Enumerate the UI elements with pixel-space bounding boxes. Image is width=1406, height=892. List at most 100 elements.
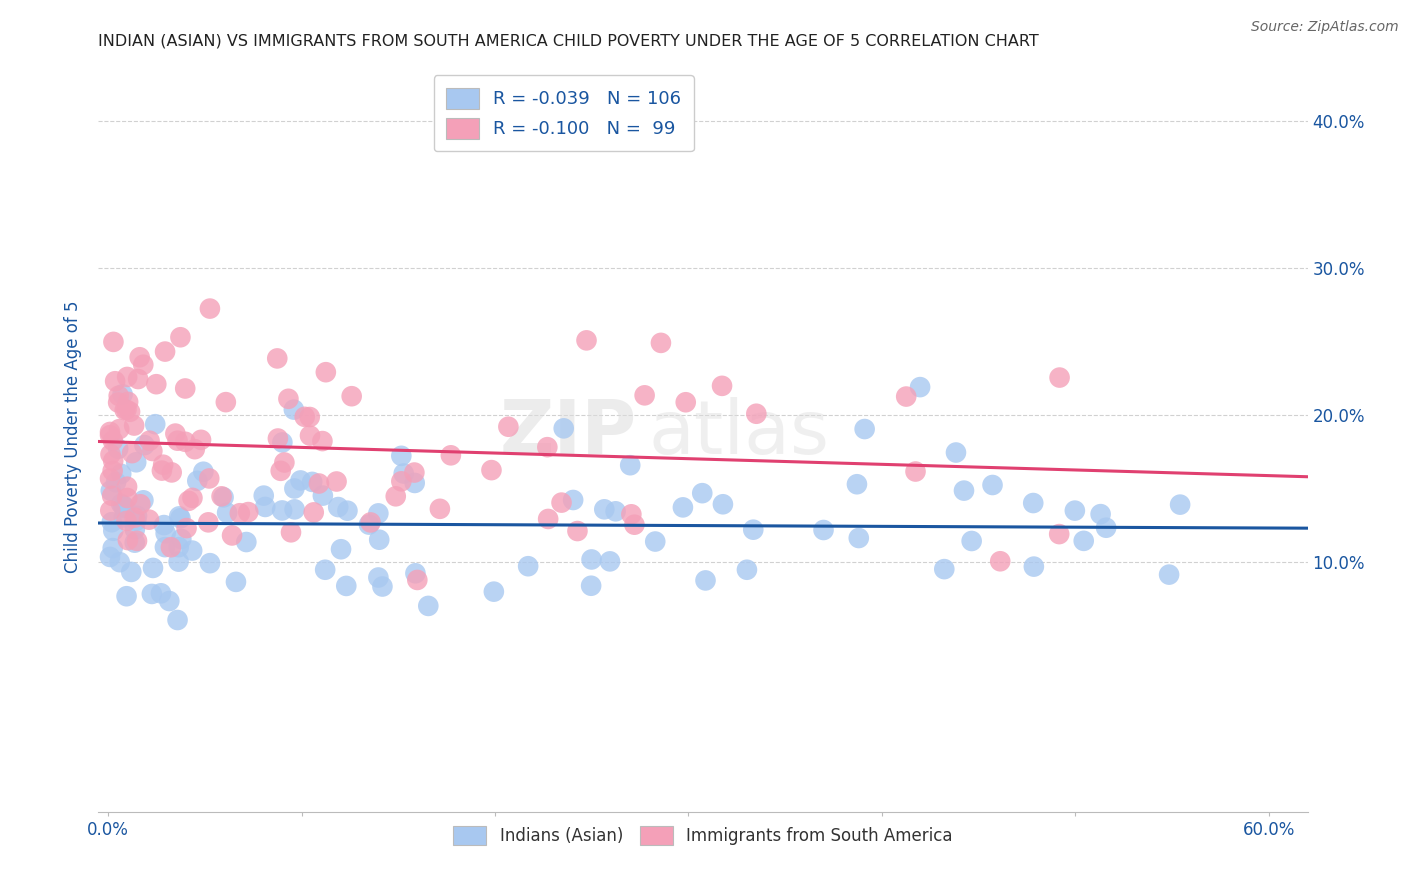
Point bbox=[308, 476, 330, 491]
Point bbox=[283, 482, 305, 496]
Point bbox=[579, 579, 602, 593]
Point bbox=[284, 502, 307, 516]
Point bbox=[1095, 521, 1118, 535]
Point bbox=[301, 475, 323, 489]
Point bbox=[429, 501, 451, 516]
Point bbox=[404, 466, 426, 480]
Text: ZIP: ZIP bbox=[499, 397, 637, 470]
Point bbox=[110, 467, 132, 481]
Point bbox=[312, 489, 335, 503]
Point bbox=[101, 541, 124, 555]
Point bbox=[690, 486, 713, 500]
Point bbox=[153, 344, 176, 359]
Point bbox=[481, 463, 503, 477]
Point bbox=[302, 505, 325, 519]
Point bbox=[115, 514, 138, 528]
Point bbox=[101, 489, 124, 503]
Point bbox=[132, 493, 155, 508]
Point bbox=[813, 523, 835, 537]
Point bbox=[848, 531, 870, 545]
Point bbox=[100, 483, 122, 498]
Point bbox=[121, 446, 143, 460]
Point bbox=[711, 379, 734, 393]
Point bbox=[120, 565, 142, 579]
Point bbox=[271, 503, 294, 517]
Point bbox=[129, 497, 152, 511]
Point bbox=[620, 508, 643, 522]
Point bbox=[167, 555, 190, 569]
Point bbox=[845, 477, 868, 491]
Point bbox=[111, 387, 134, 401]
Point bbox=[280, 525, 302, 540]
Point bbox=[650, 335, 672, 350]
Point bbox=[368, 533, 391, 547]
Point bbox=[125, 533, 148, 548]
Point bbox=[340, 389, 363, 403]
Point bbox=[221, 528, 243, 542]
Text: Source: ZipAtlas.com: Source: ZipAtlas.com bbox=[1251, 20, 1399, 34]
Point bbox=[270, 464, 292, 478]
Point bbox=[498, 419, 520, 434]
Point bbox=[98, 428, 121, 442]
Point bbox=[117, 491, 139, 505]
Point bbox=[367, 507, 389, 521]
Point bbox=[125, 455, 148, 469]
Point bbox=[150, 464, 173, 478]
Point bbox=[328, 500, 350, 514]
Point bbox=[103, 334, 125, 349]
Point bbox=[125, 508, 148, 523]
Point bbox=[101, 434, 124, 448]
Point bbox=[141, 587, 163, 601]
Point bbox=[593, 502, 616, 516]
Point bbox=[193, 465, 215, 479]
Point bbox=[298, 409, 321, 424]
Point bbox=[170, 532, 193, 546]
Point bbox=[166, 434, 188, 448]
Point bbox=[155, 526, 177, 541]
Point bbox=[389, 475, 412, 489]
Point bbox=[125, 514, 148, 528]
Point bbox=[482, 584, 505, 599]
Point bbox=[988, 554, 1011, 568]
Point bbox=[357, 517, 380, 532]
Point bbox=[537, 512, 560, 526]
Point bbox=[404, 475, 426, 490]
Point bbox=[217, 506, 239, 520]
Point bbox=[160, 466, 183, 480]
Point bbox=[253, 489, 276, 503]
Point bbox=[181, 543, 204, 558]
Point bbox=[176, 521, 198, 535]
Point bbox=[186, 474, 208, 488]
Point bbox=[134, 438, 156, 452]
Point bbox=[112, 500, 135, 515]
Point bbox=[177, 493, 200, 508]
Point bbox=[198, 556, 221, 570]
Point bbox=[166, 613, 188, 627]
Point bbox=[152, 458, 174, 472]
Point bbox=[115, 370, 138, 384]
Point bbox=[605, 504, 627, 518]
Point bbox=[112, 510, 135, 524]
Point bbox=[644, 534, 666, 549]
Point bbox=[672, 500, 695, 515]
Point bbox=[1022, 559, 1045, 574]
Point bbox=[174, 434, 197, 449]
Point bbox=[167, 540, 190, 554]
Point bbox=[128, 351, 150, 365]
Point bbox=[138, 434, 160, 448]
Point bbox=[198, 301, 221, 316]
Point bbox=[124, 535, 146, 549]
Point bbox=[360, 516, 382, 530]
Point bbox=[1047, 527, 1070, 541]
Point bbox=[336, 504, 359, 518]
Point bbox=[107, 395, 129, 409]
Point bbox=[160, 541, 183, 555]
Point bbox=[142, 561, 165, 575]
Point bbox=[575, 334, 598, 348]
Point bbox=[98, 425, 121, 439]
Point bbox=[212, 491, 235, 505]
Point bbox=[124, 522, 146, 536]
Point bbox=[517, 559, 540, 574]
Point bbox=[562, 493, 585, 508]
Point bbox=[267, 432, 290, 446]
